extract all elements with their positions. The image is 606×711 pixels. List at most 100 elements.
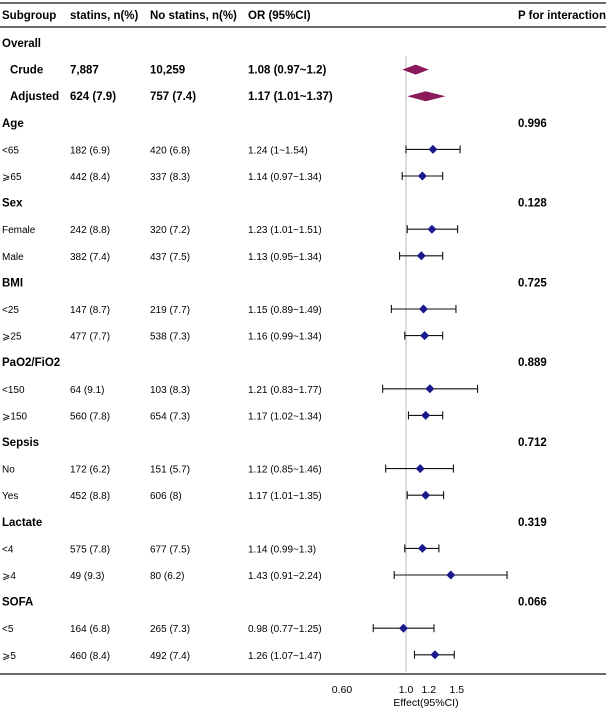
table-row: <150 64 (9.1) 103 (8.3) 1.21 (0.83~1.77) xyxy=(2,384,479,396)
point-estimate-marker xyxy=(430,650,440,660)
row-label: <65 xyxy=(2,145,19,156)
p-interaction-value: 0.725 xyxy=(518,277,547,289)
group-label: Lactate xyxy=(2,517,42,529)
group-label: Sepsis xyxy=(2,437,39,449)
no-statins-value: 654 (7.3) xyxy=(150,411,190,422)
or-ci-value: 1.43 (0.91~2.24) xyxy=(248,571,322,582)
group-label: Overall xyxy=(2,38,41,50)
or-ci-value: 1.21 (0.83~1.77) xyxy=(248,385,322,396)
table-row: <5 164 (6.8) 265 (7.3) 0.98 (0.77~1.25) xyxy=(2,623,435,635)
statins-value: 575 (7.8) xyxy=(70,544,110,555)
row-label: Male xyxy=(2,252,24,263)
or-ci-value: 1.17 (1.01~1.37) xyxy=(248,91,333,103)
point-estimate-marker xyxy=(428,144,438,154)
statins-value: 460 (8.4) xyxy=(70,651,110,662)
p-interaction-value: 0.066 xyxy=(518,597,547,609)
row-label: ⩾25 xyxy=(2,332,22,343)
statins-value: 172 (6.2) xyxy=(70,465,110,476)
no-statins-value: 337 (8.3) xyxy=(150,172,190,183)
or-ci-value: 1.17 (1.02~1.34) xyxy=(248,411,322,422)
p-interaction-value: 0.996 xyxy=(518,118,547,130)
statins-value: 182 (6.9) xyxy=(70,145,110,156)
no-statins-value: 420 (6.8) xyxy=(150,145,190,156)
group-label: SOFA xyxy=(2,597,33,609)
no-statins-value: 219 (7.7) xyxy=(150,305,190,316)
group-label: Age xyxy=(2,118,24,130)
row-label: Adjusted xyxy=(10,91,59,103)
or-ci-value: 1.23 (1.01~1.51) xyxy=(248,225,322,236)
table-row: <4 575 (7.8) 677 (7.5) 1.14 (0.99~1.3) xyxy=(2,543,440,555)
table-row: Female 242 (8.8) 320 (7.2) 1.23 (1.01~1.51) xyxy=(2,224,459,236)
group-row: SOFA 0.066 xyxy=(2,597,547,609)
group-row: Sepsis 0.712 xyxy=(2,437,547,449)
or-ci-value: 1.13 (0.95~1.34) xyxy=(248,252,322,263)
point-estimate-marker xyxy=(416,251,426,261)
group-row: Lactate 0.319 xyxy=(2,517,547,529)
no-statins-value: 265 (7.3) xyxy=(150,624,190,635)
table-row: No 172 (6.2) 151 (5.7) 1.12 (0.85~1.46) xyxy=(2,464,454,476)
or-ci-value: 1.14 (0.97~1.34) xyxy=(248,172,322,183)
overall-effect-diamond xyxy=(407,91,446,102)
no-statins-value: 492 (7.4) xyxy=(150,651,190,662)
header-no-statins: No statins, n(%) xyxy=(150,10,237,22)
statins-value: 49 (9.3) xyxy=(70,571,104,582)
no-statins-value: 757 (7.4) xyxy=(150,91,196,103)
statins-value: 7,887 xyxy=(70,65,99,77)
table-row: <65 182 (6.9) 420 (6.8) 1.24 (1~1.54) xyxy=(2,144,461,156)
no-statins-value: 10,259 xyxy=(150,65,185,77)
group-row: PaO2/FiO2 0.889 xyxy=(2,357,547,369)
overall-effect-diamond xyxy=(402,64,429,75)
header-statins: statins, n(%) xyxy=(70,10,139,22)
or-ci-value: 1.26 (1.07~1.47) xyxy=(248,651,322,662)
no-statins-value: 103 (8.3) xyxy=(150,385,190,396)
table-row: ⩾4 49 (9.3) 80 (6.2) 1.43 (0.91~2.24) xyxy=(2,570,508,582)
group-label: BMI xyxy=(2,277,23,289)
or-ci-value: 1.12 (0.85~1.46) xyxy=(248,465,322,476)
or-ci-value: 1.16 (0.99~1.34) xyxy=(248,332,322,343)
or-ci-value: 1.24 (1~1.54) xyxy=(248,145,308,156)
statins-value: 242 (8.8) xyxy=(70,225,110,236)
statins-value: 382 (7.4) xyxy=(70,252,110,263)
header-p-interaction: P for interaction xyxy=(518,10,606,22)
statins-value: 452 (8.8) xyxy=(70,491,110,502)
no-statins-value: 606 (8) xyxy=(150,491,182,502)
point-estimate-marker xyxy=(415,464,425,474)
group-label: Sex xyxy=(2,198,23,210)
row-label: Yes xyxy=(2,491,18,502)
group-label: PaO2/FiO2 xyxy=(2,357,60,369)
header-subgroup: Subgroup xyxy=(2,10,56,22)
or-ci-value: 1.17 (1.01~1.35) xyxy=(248,491,322,502)
or-ci-value: 1.15 (0.89~1.49) xyxy=(248,305,322,316)
table-row: Crude 7,887 10,259 1.08 (0.97~1.2) xyxy=(10,64,429,77)
or-ci-value: 0.98 (0.77~1.25) xyxy=(248,624,322,635)
row-label: ⩾5 xyxy=(2,651,16,662)
or-ci-value: 1.14 (0.99~1.3) xyxy=(248,544,316,555)
point-estimate-marker xyxy=(417,543,427,553)
statins-value: 64 (9.1) xyxy=(70,385,104,396)
x-axis-label: Effect(95%CI) xyxy=(393,697,458,709)
point-estimate-marker xyxy=(398,623,408,633)
point-estimate-marker xyxy=(417,171,427,181)
point-estimate-marker xyxy=(419,304,429,314)
table-row: ⩾65 442 (8.4) 337 (8.3) 1.14 (0.97~1.34) xyxy=(2,171,444,183)
p-interaction-value: 0.712 xyxy=(518,437,547,449)
point-estimate-marker xyxy=(421,490,431,500)
row-label: <25 xyxy=(2,305,19,316)
group-row: Age 0.996 xyxy=(2,118,547,130)
no-statins-value: 320 (7.2) xyxy=(150,225,190,236)
header-or: OR (95%CI) xyxy=(248,10,311,22)
no-statins-value: 538 (7.3) xyxy=(150,332,190,343)
row-label: ⩾150 xyxy=(2,411,28,422)
x-tick-label: 1.0 xyxy=(399,684,414,696)
table-row: ⩾150 560 (7.8) 654 (7.3) 1.17 (1.02~1.34) xyxy=(2,410,444,422)
x-tick-label: 1.5 xyxy=(449,684,464,696)
statins-value: 624 (7.9) xyxy=(70,91,116,103)
row-label: ⩾65 xyxy=(2,172,22,183)
no-statins-value: 151 (5.7) xyxy=(150,465,190,476)
row-label: <5 xyxy=(2,624,14,635)
point-estimate-marker xyxy=(420,331,430,341)
no-statins-value: 80 (6.2) xyxy=(150,571,184,582)
row-label: ⩾4 xyxy=(2,571,16,582)
p-interaction-value: 0.889 xyxy=(518,357,547,369)
row-label: Female xyxy=(2,225,36,236)
